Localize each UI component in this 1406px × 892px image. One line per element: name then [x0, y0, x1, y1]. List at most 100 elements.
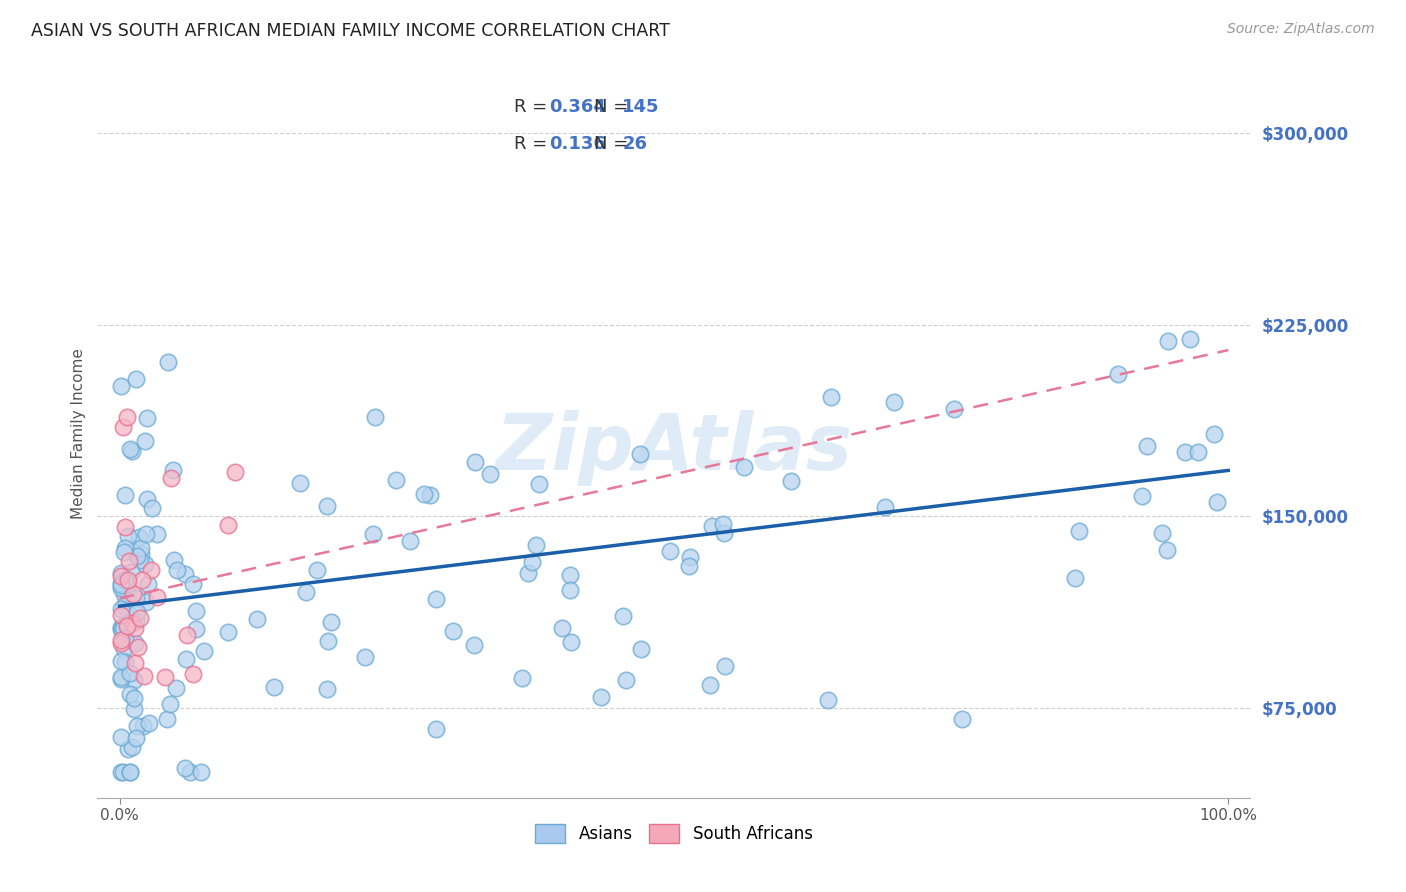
Point — [361, 527, 384, 541]
Point — [125, 719, 148, 733]
Point — [114, 520, 136, 534]
Point — [522, 555, 544, 569]
Point — [125, 605, 148, 619]
Point — [1156, 543, 1178, 558]
Point — [124, 656, 146, 670]
Point — [124, 702, 146, 716]
Point — [678, 559, 700, 574]
Point — [612, 608, 634, 623]
Point — [713, 526, 735, 541]
Point — [245, 612, 267, 626]
Point — [136, 411, 159, 425]
Point — [181, 667, 204, 681]
Point — [614, 673, 637, 687]
Point — [132, 669, 155, 683]
Point — [316, 499, 339, 513]
Point — [441, 624, 464, 638]
Point — [524, 538, 547, 552]
Point — [112, 587, 135, 601]
Point — [134, 434, 156, 448]
Point — [679, 549, 702, 564]
Point — [883, 394, 905, 409]
Point — [112, 621, 135, 635]
Point — [780, 475, 803, 489]
Text: 26: 26 — [623, 135, 647, 153]
Point — [110, 670, 132, 684]
Point — [820, 391, 842, 405]
Point — [294, 584, 316, 599]
Point — [217, 517, 239, 532]
Point — [138, 576, 160, 591]
Point — [558, 568, 581, 582]
Point — [110, 581, 132, 595]
Point — [942, 401, 965, 416]
Point — [950, 712, 973, 726]
Point — [179, 765, 201, 780]
Point — [121, 444, 143, 458]
Point — [112, 545, 135, 559]
Point — [110, 672, 132, 686]
Point — [165, 681, 187, 695]
Point — [1206, 494, 1229, 508]
Point — [174, 652, 197, 666]
Point — [305, 563, 328, 577]
Point — [128, 530, 150, 544]
Text: 0.364: 0.364 — [550, 97, 606, 116]
Point — [125, 591, 148, 605]
Text: Source: ZipAtlas.com: Source: ZipAtlas.com — [1227, 22, 1375, 37]
Point — [551, 621, 574, 635]
Point — [162, 553, 184, 567]
Point — [112, 599, 135, 614]
Point — [413, 486, 436, 500]
Point — [125, 549, 148, 563]
Point — [659, 544, 682, 558]
Point — [174, 761, 197, 775]
Point — [591, 690, 613, 704]
Point — [122, 587, 145, 601]
Point — [193, 644, 215, 658]
Point — [628, 447, 651, 461]
Point — [463, 638, 485, 652]
Point — [138, 716, 160, 731]
Point — [124, 621, 146, 635]
Point — [166, 563, 188, 577]
Point — [114, 574, 136, 588]
Point — [141, 500, 163, 515]
Point — [1202, 427, 1225, 442]
Point — [1130, 490, 1153, 504]
Point — [121, 615, 143, 630]
Point — [114, 488, 136, 502]
Point — [132, 719, 155, 733]
Point — [190, 765, 212, 780]
Point — [1067, 524, 1090, 538]
Point — [510, 671, 533, 685]
Point — [159, 697, 181, 711]
Point — [118, 554, 141, 568]
Point — [114, 655, 136, 669]
Point — [127, 640, 149, 654]
Text: ZipAtlas: ZipAtlas — [495, 410, 852, 486]
Point — [711, 516, 734, 531]
Point — [134, 557, 156, 571]
Point — [122, 690, 145, 705]
Point — [110, 765, 132, 780]
Point — [1157, 334, 1180, 349]
Point — [181, 577, 204, 591]
Point — [120, 765, 142, 780]
Point — [529, 476, 551, 491]
Point — [110, 633, 132, 648]
Point — [1178, 332, 1201, 346]
Point — [117, 742, 139, 756]
Point — [118, 688, 141, 702]
Point — [153, 670, 176, 684]
Point — [873, 500, 896, 514]
Point — [110, 730, 132, 744]
Point — [118, 607, 141, 621]
Point — [146, 591, 169, 605]
Point — [124, 636, 146, 650]
Text: 0.136: 0.136 — [550, 135, 606, 153]
Point — [111, 624, 134, 638]
Legend: Asians, South Africans: Asians, South Africans — [527, 816, 821, 852]
Point — [1107, 367, 1129, 381]
Point — [117, 529, 139, 543]
